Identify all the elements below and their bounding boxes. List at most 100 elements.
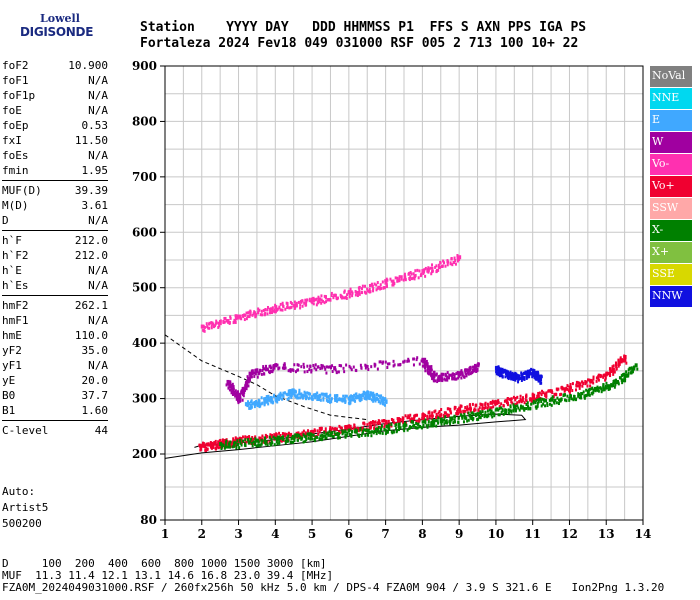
echo-point — [531, 400, 534, 404]
echo-point — [523, 407, 526, 411]
legend-item-vo: Vo+ — [650, 176, 692, 198]
echo-point — [581, 392, 584, 396]
echo-point — [450, 256, 453, 260]
echo-point — [602, 373, 605, 377]
echo-point — [304, 434, 307, 438]
echo-point — [621, 381, 624, 385]
echo-point — [283, 362, 286, 366]
echo-point — [325, 432, 328, 436]
echo-point — [290, 305, 293, 309]
echo-point — [367, 393, 370, 397]
echo-point — [274, 436, 277, 440]
echo-point — [361, 284, 364, 288]
echo-point — [464, 406, 467, 410]
echo-point — [539, 377, 543, 382]
echo-point — [323, 301, 326, 305]
echo-point — [413, 277, 416, 281]
echo-point — [527, 373, 530, 377]
echo-point — [301, 436, 304, 440]
echo-point — [413, 423, 416, 427]
echo-point — [305, 395, 308, 399]
echo-point — [472, 412, 475, 416]
echo-point — [434, 409, 437, 413]
echo-point — [546, 402, 549, 406]
echo-point — [234, 444, 237, 448]
echo-point — [259, 436, 262, 440]
echo-point — [254, 311, 257, 315]
echo-point — [424, 421, 427, 425]
echo-point — [375, 283, 378, 287]
echo-point — [213, 324, 216, 328]
echo-point — [516, 404, 519, 408]
echo-point — [451, 374, 454, 378]
echo-point — [466, 368, 469, 372]
echo-point — [611, 384, 614, 388]
echo-point — [423, 360, 426, 364]
echo-point — [334, 396, 337, 400]
echo-point — [275, 437, 278, 441]
echo-point — [612, 364, 615, 368]
echo-point — [362, 390, 365, 394]
echo-point — [361, 426, 364, 430]
echo-point — [592, 381, 595, 385]
echo-point — [627, 371, 630, 375]
echo-point — [335, 432, 338, 436]
echo-point — [600, 374, 603, 378]
echo-point — [324, 436, 327, 440]
echo-point — [416, 413, 419, 417]
echo-point — [244, 387, 247, 391]
echo-point — [257, 307, 260, 311]
echo-point — [383, 286, 386, 290]
echo-point — [521, 398, 524, 402]
echo-point — [312, 393, 315, 397]
echo-point — [451, 417, 454, 421]
echo-point — [379, 286, 382, 290]
echo-point — [498, 413, 501, 417]
echo-point — [324, 430, 327, 434]
echo-point — [332, 435, 335, 439]
echo-point — [365, 397, 368, 401]
echo-point — [620, 374, 623, 378]
echo-point — [414, 414, 417, 418]
echo-point — [316, 429, 319, 433]
echo-point — [328, 400, 331, 404]
echo-point — [504, 375, 507, 379]
echo-point — [202, 329, 205, 333]
echo-point — [372, 397, 375, 401]
echo-point — [366, 428, 370, 433]
echo-point — [407, 416, 410, 420]
echo-point — [410, 419, 413, 423]
echo-point — [442, 259, 445, 263]
echo-point — [390, 423, 393, 427]
echo-point — [290, 394, 293, 398]
echo-point — [317, 432, 320, 436]
echo-point — [303, 370, 306, 374]
echo-point — [436, 419, 439, 423]
echo-point — [297, 436, 300, 440]
echo-point — [497, 370, 500, 374]
param-value: N/A — [88, 74, 108, 87]
echo-point — [298, 390, 301, 394]
echo-point — [449, 416, 452, 420]
echo-point — [218, 324, 221, 328]
echo-point — [501, 409, 504, 413]
echo-point — [242, 314, 245, 318]
echo-point — [617, 381, 620, 385]
echo-point — [580, 396, 583, 400]
echo-point — [244, 402, 248, 407]
echo-point — [541, 389, 544, 393]
echo-point — [369, 290, 372, 294]
echo-point — [377, 394, 380, 398]
echo-point — [585, 380, 588, 384]
echo-point — [438, 377, 441, 381]
echo-point — [351, 291, 354, 295]
echo-point — [335, 398, 338, 402]
echo-point — [331, 434, 334, 438]
echo-point — [290, 391, 293, 395]
echo-point — [483, 406, 486, 410]
echo-point — [383, 425, 386, 429]
echo-point — [278, 306, 281, 310]
echo-point — [438, 266, 441, 270]
echo-point — [595, 388, 598, 392]
echo-point — [435, 415, 438, 419]
